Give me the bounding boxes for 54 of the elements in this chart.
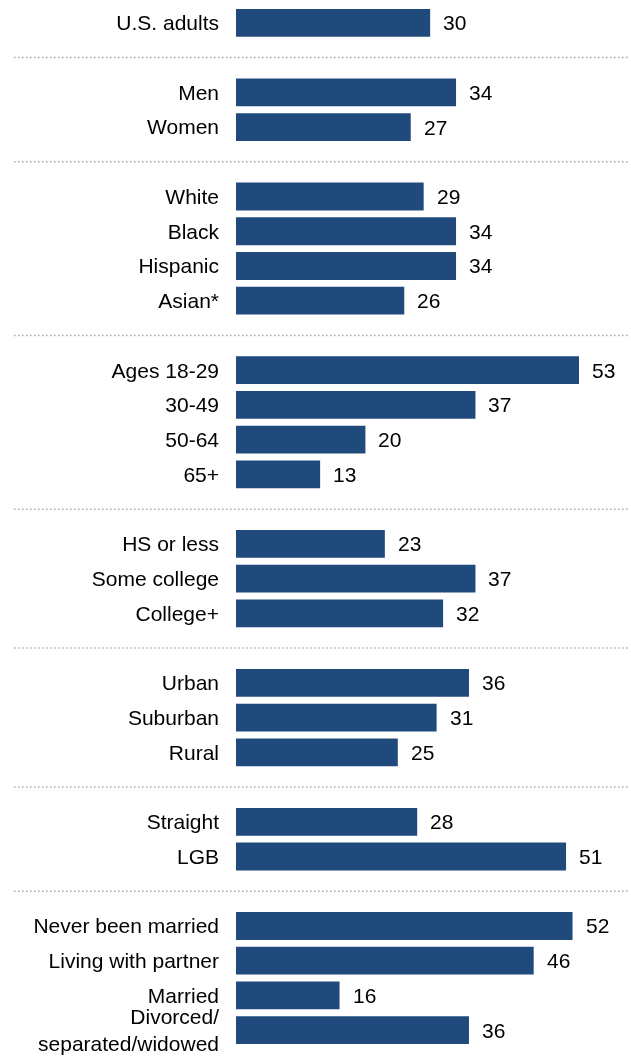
y-tick-label: White [165,184,219,208]
data-label: 20 [378,428,402,451]
bar [236,460,321,489]
y-tick-label: Some college [91,566,219,590]
y-tick-label: Hispanic [138,254,219,278]
data-label: 27 [424,116,448,139]
data-label: 26 [417,289,441,312]
y-tick-label: Suburban [127,705,219,729]
y-tick-label: 50-64 [165,428,220,452]
bar [236,981,340,1010]
data-label: 30 [443,11,467,34]
y-tick-label: Women [147,115,219,139]
data-label: 32 [456,602,480,625]
y-tick-label: Urban [161,671,219,695]
y-tick-label: HS or less [122,532,219,556]
data-label: 36 [482,1019,506,1042]
y-tick-label: Men [178,80,219,104]
data-label: 34 [469,254,493,277]
y-tick-label: 65+ [183,462,219,486]
data-label: 36 [482,671,506,694]
data-label: 28 [430,810,454,833]
bar [236,912,573,940]
data-label: 25 [411,741,435,764]
y-tick-label: U.S. adults [116,11,219,35]
data-label: 29 [437,185,461,208]
y-tick-label: College+ [135,601,219,625]
data-label: 52 [586,914,610,937]
data-label: 13 [333,463,357,486]
y-tick-label: Never been married [33,914,219,938]
bar [236,356,579,385]
y-tick-label: Straight [146,810,220,834]
bar [236,1016,469,1045]
bar [236,425,366,454]
y-tick-label: Asian* [158,289,219,313]
data-label: 16 [353,984,377,1007]
y-tick-label: 30-49 [165,393,219,417]
data-label: 34 [469,220,493,243]
data-label: 37 [488,567,512,590]
y-tick-label: Ages 18-29 [111,358,219,382]
data-label: 37 [488,393,512,416]
data-label: 34 [469,81,493,104]
y-tick-label: Living with partner [48,949,219,973]
data-label: 46 [547,949,571,972]
data-label: 31 [450,706,474,729]
bar [236,391,476,419]
y-tick-label: LGB [176,844,219,868]
y-tick-label: Black [167,219,220,243]
bar [236,946,534,975]
y-tick-label: Divorced/separated/widowed [38,1004,220,1056]
y-tick-label: Rural [168,740,219,764]
data-label: 51 [579,845,603,868]
data-label: 23 [398,532,422,555]
y-tick-label: Married [147,983,219,1007]
data-label: 53 [592,359,616,382]
